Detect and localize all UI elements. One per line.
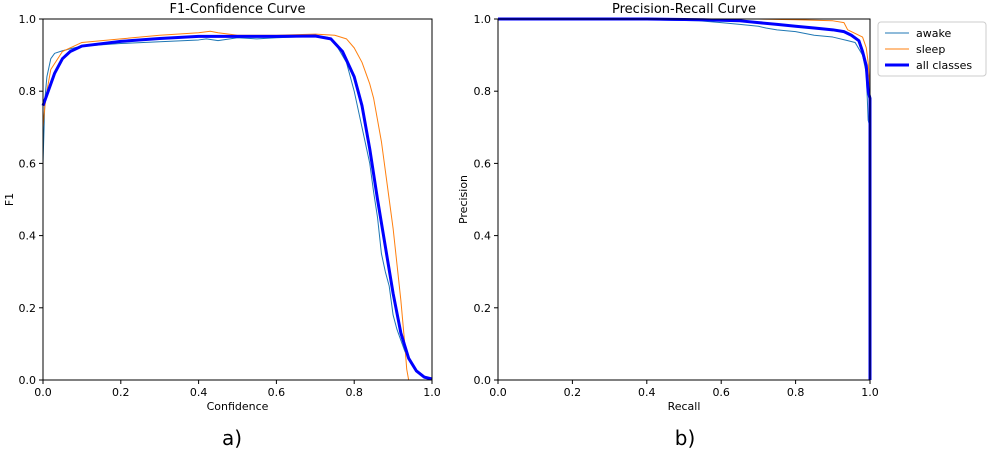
x-tick-label: 0.8: [787, 386, 805, 399]
legend-box: [877, 21, 987, 77]
x-tick-label: 0.0: [489, 386, 507, 399]
y-tick-label: 0.4: [474, 230, 492, 243]
series-line-all-classes: [498, 17, 872, 380]
y-axis-label: Precision: [457, 175, 470, 224]
chart-title: Precision-Recall Curve: [612, 2, 756, 17]
x-tick-label: 1.0: [423, 386, 441, 399]
y-tick-label: 0.6: [19, 157, 37, 170]
y-tick-label: 1.0: [19, 13, 37, 26]
caption-a: a): [222, 426, 242, 450]
y-tick-label: 0.2: [474, 302, 492, 315]
legend-label-awake: awake: [916, 27, 951, 40]
y-tick-label: 0.8: [19, 85, 37, 98]
y-tick-label: 0.8: [474, 85, 492, 98]
y-tick-label: 0.0: [474, 374, 492, 387]
series-line-all-classes: [41, 34, 433, 381]
x-tick-label: 0.0: [34, 386, 52, 399]
x-tick-label: 0.2: [564, 386, 582, 399]
legend-label-sleep: sleep: [916, 43, 945, 56]
f1-confidence-chart: 0.0 0.2 0.4 0.6 0.8 1.0 0.0 0.2 0.4 0.6 0.8 1.0 F1-C…: [3, 2, 441, 413]
x-tick-label: 0.4: [638, 386, 656, 399]
x-axis-label: Recall: [668, 400, 701, 413]
legend: awake sleep all classes: [877, 21, 987, 77]
x-tick-label: 1.0: [861, 386, 879, 399]
plot-frame: [497, 18, 871, 381]
y-tick-label: 0.4: [19, 230, 37, 243]
x-axis-label: Confidence: [207, 400, 269, 413]
y-tick-label: 0.2: [19, 302, 37, 315]
x-tick-label: 0.8: [345, 386, 363, 399]
x-tick-label: 0.6: [712, 386, 730, 399]
precision-recall-chart: 0.0 0.2 0.4 0.6 0.8 1.0 0.0 0.2 0.4 0.6 0.8 1.0 Prec…: [457, 2, 879, 413]
x-tick-label: 0.2: [112, 386, 130, 399]
y-tick-label: 1.0: [474, 13, 492, 26]
legend-label-all-classes: all classes: [916, 59, 972, 72]
y-axis-label: F1: [3, 193, 16, 206]
series-line-sleep: [498, 18, 871, 380]
x-tick-label: 0.4: [190, 386, 208, 399]
x-tick-label: 0.6: [268, 386, 286, 399]
chart-title: F1-Confidence Curve: [169, 2, 305, 17]
series-line-sleep: [42, 30, 410, 381]
y-tick-label: 0.0: [19, 374, 37, 387]
series-line-awake: [42, 35, 433, 381]
y-tick-label: 0.6: [474, 157, 492, 170]
series-line-awake: [498, 18, 871, 380]
plot-frame: [42, 18, 433, 381]
caption-b: b): [675, 426, 696, 450]
